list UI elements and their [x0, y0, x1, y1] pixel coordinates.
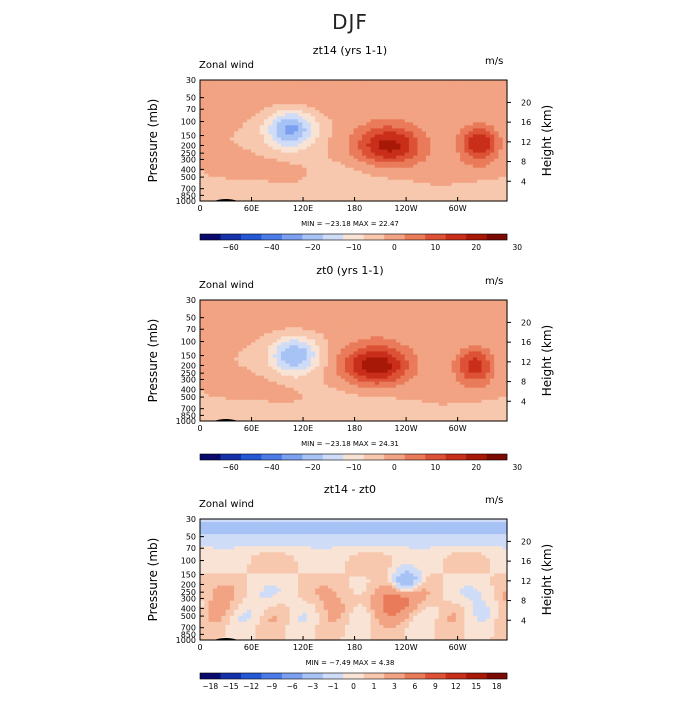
variable-label: Zonal wind [199, 280, 254, 291]
y2-tick-label: 4 [521, 177, 526, 186]
y2-axis-title: Height (km) [540, 105, 554, 176]
colorbar-swatch [364, 234, 385, 240]
y2-tick-label: 8 [521, 158, 526, 167]
x-tick-label: 120E [293, 204, 313, 213]
colorbar-swatch [384, 234, 405, 240]
x-tick-label: 60E [244, 204, 259, 213]
panel-title: zt14 (yrs 1-1) [0, 44, 700, 57]
colorbar-swatch [323, 234, 344, 240]
colorbar-label: −60 [223, 243, 239, 252]
x-tick-label: 180 [347, 204, 362, 213]
y2-tick-label: 12 [521, 138, 531, 147]
y-tick-label: 150 [181, 132, 196, 141]
colorbar-swatch [343, 234, 364, 240]
colorbar-label: 30 [512, 243, 522, 252]
figure-title: DJF [0, 10, 700, 34]
colorbar-label: −20 [305, 243, 321, 252]
units-label: m/s [485, 276, 503, 287]
y-tick-label: 500 [181, 173, 196, 182]
colorbar-label: 0 [392, 243, 397, 252]
colorbar-label: 10 [431, 243, 441, 252]
colorbar-swatch [220, 234, 241, 240]
y-tick-label: 1000 [176, 197, 196, 206]
colorbar-swatch [200, 234, 221, 240]
colorbar-swatch [487, 234, 508, 240]
y2-tick-label: 16 [521, 118, 531, 127]
x-tick-label: 0 [197, 204, 202, 213]
variable-label: Zonal wind [199, 60, 254, 71]
y-axis-title: Pressure (mb) [146, 99, 160, 183]
field-cells [200, 80, 508, 202]
colorbar-swatch [241, 234, 262, 240]
field-cells [200, 300, 508, 422]
y-tick-label: 100 [181, 118, 196, 127]
x-tick-label: 60W [449, 204, 467, 213]
colorbar-swatch [282, 234, 303, 240]
y-tick-label: 50 [186, 94, 196, 103]
colorbar-label: −40 [264, 243, 280, 252]
y-tick-label: 30 [186, 76, 196, 85]
y2-tick-label: 20 [521, 98, 531, 107]
units-label: m/s [485, 56, 503, 67]
colorbar-swatch [446, 234, 467, 240]
colorbar-swatch [302, 234, 323, 240]
colorbar-label: −10 [346, 243, 362, 252]
y-tick-label: 300 [181, 155, 196, 164]
colorbar-swatch [261, 234, 282, 240]
x-tick-label: 120W [395, 204, 418, 213]
min-max-label: MIN = −23.18 MAX = 22.47 [0, 220, 700, 228]
panel-title: zt0 (yrs 1-1) [0, 264, 700, 277]
y-tick-label: 70 [186, 105, 196, 114]
colorbar-swatch [405, 234, 426, 240]
colorbar-label: 20 [472, 243, 482, 252]
colorbar-swatch [425, 234, 446, 240]
colorbar-swatch [466, 234, 487, 240]
